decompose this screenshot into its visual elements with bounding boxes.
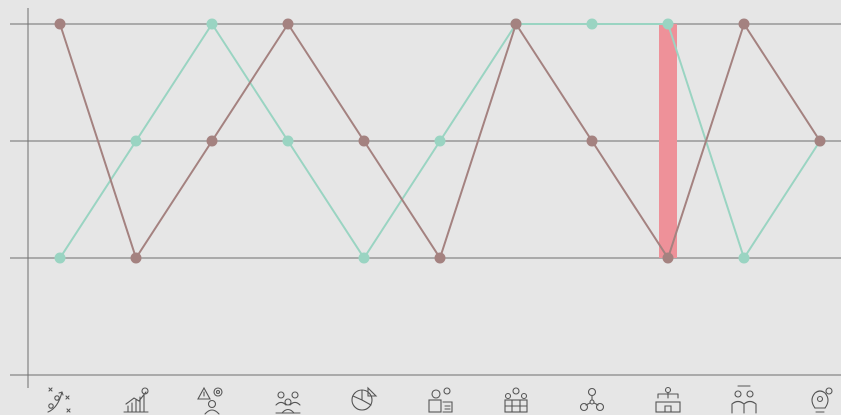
series-2-point-8 xyxy=(586,135,598,147)
series-2-point-11 xyxy=(814,135,826,147)
series-2-point-2 xyxy=(130,252,142,264)
series-2-point-10 xyxy=(738,18,750,30)
risk-management-icon xyxy=(197,386,223,415)
team-meeting-icon xyxy=(275,391,301,414)
series-2-point-5 xyxy=(358,135,370,147)
series-1-point-1 xyxy=(54,252,66,264)
point-layer xyxy=(54,18,826,264)
x-axis-icons xyxy=(47,385,833,415)
group-collaboration-icon xyxy=(731,385,757,414)
organization-icon xyxy=(504,387,528,413)
series-2-point-4 xyxy=(282,18,294,30)
series-2-point-3 xyxy=(206,135,218,147)
series-2-point-7 xyxy=(510,18,522,30)
business-process-icon xyxy=(428,387,453,413)
series-2-point-6 xyxy=(434,252,446,264)
series-1-point-9 xyxy=(662,18,674,30)
innovation-bulb-icon xyxy=(811,387,833,413)
series-1-point-5 xyxy=(358,252,370,264)
series-1-point-4 xyxy=(282,135,294,147)
series-1-point-10 xyxy=(738,252,750,264)
strategy-icon xyxy=(47,387,71,413)
highlight-bar xyxy=(659,24,677,258)
leadership-network-icon xyxy=(579,387,605,412)
series-1-point-8 xyxy=(586,18,598,30)
highlight-layer xyxy=(659,24,677,258)
series-2-point-1 xyxy=(54,18,66,30)
growth-chart-icon xyxy=(123,387,149,413)
series-2-point-9 xyxy=(662,252,674,264)
series-1-point-2 xyxy=(130,135,142,147)
axis-layer xyxy=(10,8,841,388)
grid-layer xyxy=(10,23,841,259)
company-hierarchy-icon xyxy=(655,386,681,413)
series-1-point-6 xyxy=(434,135,446,147)
pie-analysis-icon xyxy=(351,386,378,411)
series-1-point-3 xyxy=(206,18,218,30)
